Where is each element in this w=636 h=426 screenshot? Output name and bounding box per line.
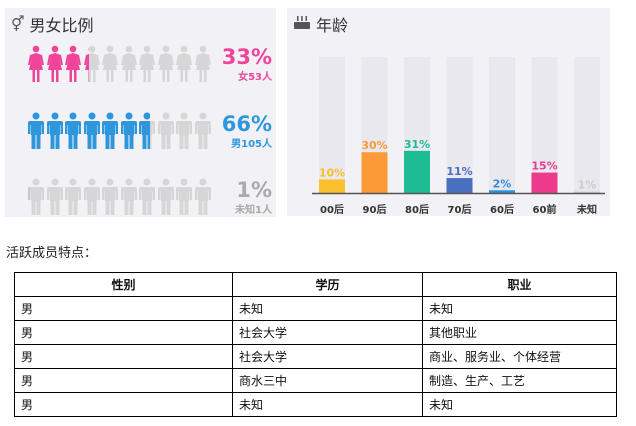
category-label: 60前 — [533, 203, 557, 216]
table-row: 男商水三中 制造、生产、工艺 — [14, 368, 617, 393]
header-education: 学历 — [232, 272, 423, 297]
table-row: 男未知 未知 — [14, 392, 617, 417]
occupation-cell: 未知 — [422, 392, 617, 417]
age-bar-chart: 10% 00后 30% 90后 31% 80后 11% 70后 2% 60后 15% 60前 1% 未知 — [312, 57, 605, 216]
male-person-icon-filled — [28, 112, 151, 150]
category-label: 60后 — [490, 203, 514, 216]
gender-cell: 男 — [14, 320, 233, 345]
table-row: 男社会大学 商业、服务业、个体经营 — [14, 344, 617, 369]
member-table: 性别 学历 职业 男未知 未知男社会大学 其他职业男社会大学 商业、服务业、个体经营男… — [14, 272, 617, 417]
gender-stat-unknown: 1% 未知1人 — [235, 179, 272, 216]
bar-2 — [404, 150, 430, 193]
bar-track — [489, 57, 515, 193]
bar-track — [531, 57, 558, 193]
table-header-row: 性别 学历 职业 — [14, 272, 617, 297]
cake-icon — [293, 14, 311, 34]
bar-0 — [319, 179, 345, 193]
table-row: 男社会大学 其他职业 — [14, 320, 617, 345]
table-row: 男未知 未知 — [14, 296, 617, 321]
gender-ratio-panel: ⚥ 男女比例 33% 女53人 66% 男105人 1% 未知1人 — [5, 8, 276, 217]
count-label: 未知1人 — [235, 205, 272, 216]
education-cell: 未知 — [232, 296, 423, 321]
gender-panel-title: 男女比例 — [29, 16, 94, 35]
value-label: 2% — [493, 177, 512, 190]
bar-track — [574, 57, 600, 193]
education-cell: 社会大学 — [232, 320, 423, 345]
gender-cell: 男 — [14, 344, 233, 369]
value-label: 11% — [446, 165, 472, 178]
value-label: 1% — [578, 179, 597, 192]
category-label: 90后 — [363, 203, 387, 216]
age-panel-header: 年龄 — [293, 12, 348, 36]
bar-track — [446, 57, 473, 193]
section-label: 活跃成员特点： — [6, 246, 98, 261]
category-label: 80后 — [405, 203, 429, 216]
category-label: 00后 — [320, 203, 344, 216]
percent-label: 33% — [221, 45, 272, 69]
education-cell: 未知 — [232, 392, 423, 417]
header-gender: 性别 — [14, 272, 233, 297]
gender-cell: 男 — [14, 368, 233, 393]
gender-stat-female: 33% 女53人 — [222, 46, 272, 83]
gender-cell: 男 — [14, 296, 233, 321]
gender-symbol-icon: ⚥ — [11, 15, 25, 33]
header-occupation: 职业 — [422, 272, 617, 297]
occupation-cell: 未知 — [422, 296, 617, 321]
bar-3 — [446, 178, 473, 193]
occupation-cell: 制造、生产、工艺 — [422, 368, 617, 393]
bar-1 — [361, 152, 388, 193]
age-panel-title: 年龄 — [316, 16, 349, 35]
bar-5 — [531, 172, 558, 193]
male-person-icon-filled — [28, 178, 30, 216]
percent-label: 66% — [221, 112, 272, 136]
gender-cell: 男 — [14, 392, 233, 417]
value-label: 10% — [319, 166, 345, 179]
bar-6 — [574, 191, 600, 193]
gender-row-unknown — [28, 178, 218, 216]
female-person-icon-filled — [28, 45, 90, 83]
category-label: 未知 — [576, 203, 597, 216]
value-label: 15% — [531, 160, 557, 173]
count-label: 女53人 — [238, 72, 272, 83]
gender-stat-male: 66% 男105人 — [222, 113, 272, 150]
count-label: 男105人 — [231, 139, 272, 150]
bar-4 — [489, 190, 515, 193]
value-label: 30% — [361, 139, 387, 152]
gender-panel-header: ⚥ 男女比例 — [11, 12, 94, 36]
gender-row-male — [28, 112, 218, 150]
category-label: 70后 — [448, 203, 472, 216]
percent-label: 1% — [236, 178, 272, 202]
education-cell: 社会大学 — [232, 344, 423, 369]
education-cell: 商水三中 — [232, 368, 423, 393]
occupation-cell: 商业、服务业、个体经营 — [422, 344, 617, 369]
gender-row-female — [28, 45, 218, 83]
bar-track — [319, 57, 345, 193]
value-label: 31% — [404, 138, 430, 151]
male-person-icon-inactive — [28, 178, 218, 216]
occupation-cell: 其他职业 — [422, 320, 617, 345]
age-panel: 年龄 10% 00后 30% 90后 31% 80后 11% 70后 2% 60后 15% 60前 1%… — [287, 8, 610, 216]
